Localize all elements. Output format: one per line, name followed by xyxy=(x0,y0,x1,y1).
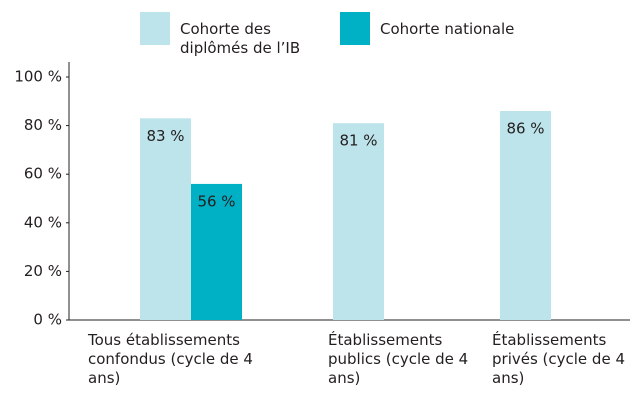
value-label: 56 % xyxy=(197,192,235,210)
legend-label: Cohorte des diplômés de l’IB xyxy=(180,20,301,57)
y-tick-label: 0 % xyxy=(33,311,62,329)
value-label: 81 % xyxy=(339,132,377,150)
y-tick-label: 100 % xyxy=(14,68,62,86)
value-label: 83 % xyxy=(146,127,184,145)
x-tick-label: Tous établissements confondus (cycle de … xyxy=(88,331,253,387)
bar xyxy=(140,118,191,320)
bar xyxy=(333,123,384,320)
value-label: 86 % xyxy=(506,120,544,138)
y-tick-label: 20 % xyxy=(24,262,62,280)
y-tick-label: 80 % xyxy=(24,116,62,134)
x-tick-label: Établissements publics (cycle de 4 ans) xyxy=(328,331,469,387)
y-tick-label: 60 % xyxy=(24,165,62,183)
bar xyxy=(191,183,242,320)
y-tick-label: 40 % xyxy=(24,213,62,231)
legend-swatch xyxy=(140,12,170,45)
legend-swatch xyxy=(340,12,370,45)
legend-label: Cohorte nationale xyxy=(380,20,515,38)
bar xyxy=(500,111,551,321)
x-tick-label: Établissements privés (cycle de 4 ans) xyxy=(492,331,625,387)
